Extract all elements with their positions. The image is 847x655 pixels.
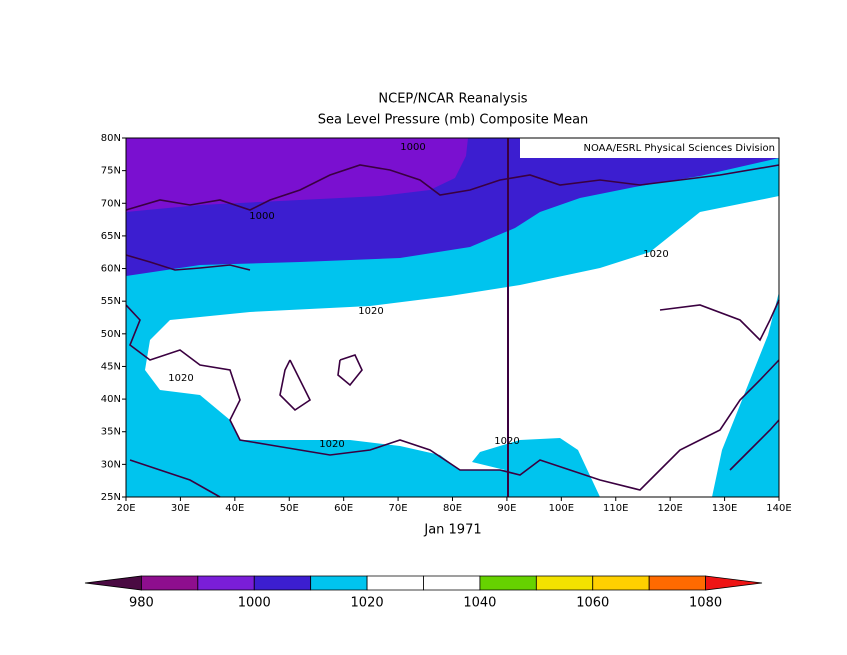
lon-tick-label: 90E [497, 503, 516, 514]
coastline [659, 299, 780, 342]
colorbar-swatch [648, 575, 706, 591]
colorbar-swatch [84, 575, 142, 591]
lat-tick-label: 75N [101, 166, 121, 177]
coastline [729, 419, 780, 471]
coastline [337, 354, 363, 387]
subtitle: Sea Level Pressure (mb) Composite Mean [318, 113, 589, 128]
credit-box [520, 138, 779, 158]
contour-label: 1020 [494, 436, 519, 447]
lon-tick-label: 80E [443, 503, 462, 514]
colorbar-tick-label: 980 [129, 596, 154, 611]
colorbar-tick-label: 1040 [463, 596, 496, 611]
coastline [279, 359, 312, 412]
colorbar-swatch [592, 575, 650, 591]
lat-tick-label: 50N [101, 329, 121, 340]
lat-tick-label: 45N [101, 361, 121, 372]
lat-tick-label: 30N [101, 459, 121, 470]
lat-tick-label: 70N [101, 198, 121, 209]
colorbar-tick-label: 1060 [576, 596, 609, 611]
lat-tick-label: 35N [101, 427, 121, 438]
colorbar-swatch [535, 575, 594, 591]
lat-tick-label: 80N [101, 133, 121, 144]
credit: NOAA/ESRL Physical Sciences Division [584, 143, 776, 154]
lon-tick-label: 120E [657, 503, 682, 514]
colorbar-swatch [366, 575, 424, 591]
region-990-1000 [126, 138, 468, 212]
colorbar: 980 1000 1020 1040 1060 1080 [84, 575, 763, 611]
colorbar-swatch [479, 575, 537, 591]
colorbar-swatch [705, 575, 763, 591]
lat-tick-label: 40N [101, 394, 121, 405]
colorbar-swatch [141, 575, 199, 591]
lon-tick-label: 20E [116, 503, 135, 514]
title: NCEP/NCAR Reanalysis [378, 92, 527, 107]
lat-tick-label: 65N [101, 231, 121, 242]
lon-tick-label: 50E [280, 503, 299, 514]
coastline [125, 304, 780, 491]
colorbar-tick-label: 1080 [689, 596, 722, 611]
coastline [125, 164, 780, 211]
colorbar-swatch [423, 575, 481, 591]
colorbar-swatch [197, 575, 255, 591]
map: NOAA/ESRL Physical Sciences Division 100… [125, 137, 780, 498]
colorbar-swatch [253, 575, 312, 591]
coastline [125, 254, 251, 271]
lon-tick-label: 130E [712, 503, 737, 514]
lon-tick-label: 100E [549, 503, 574, 514]
lon-tick-label: 40E [225, 503, 244, 514]
lon-tick-label: 30E [171, 503, 190, 514]
colorbar-tick-label: 1020 [351, 596, 384, 611]
contour-label: 1020 [319, 439, 344, 450]
contour-label: 1020 [358, 306, 383, 317]
caption: Jan 1971 [423, 523, 481, 538]
lon-tick-label: 70E [389, 503, 408, 514]
coastline [129, 459, 221, 498]
colorbar-tick-label: 1000 [238, 596, 271, 611]
lat-tick-label: 55N [101, 296, 121, 307]
lon-tick-label: 60E [334, 503, 353, 514]
contour-label: 1000 [249, 211, 274, 222]
lon-tick-label: 140E [766, 503, 791, 514]
lon-tick-label: 110E [603, 503, 628, 514]
lat-tick-label: 25N [101, 492, 121, 503]
contour-label: 1000 [400, 142, 425, 153]
contour-label: 1020 [643, 249, 668, 260]
axis-ticks: 20E 30E 40E 50E 60E 70E 80E 90E 100E 110E 120E 130E… [101, 133, 792, 514]
lat-tick-label: 60N [101, 264, 121, 275]
region-above-1020 [145, 196, 779, 497]
contour-label: 1020 [168, 373, 193, 384]
colorbar-swatch [310, 575, 368, 591]
